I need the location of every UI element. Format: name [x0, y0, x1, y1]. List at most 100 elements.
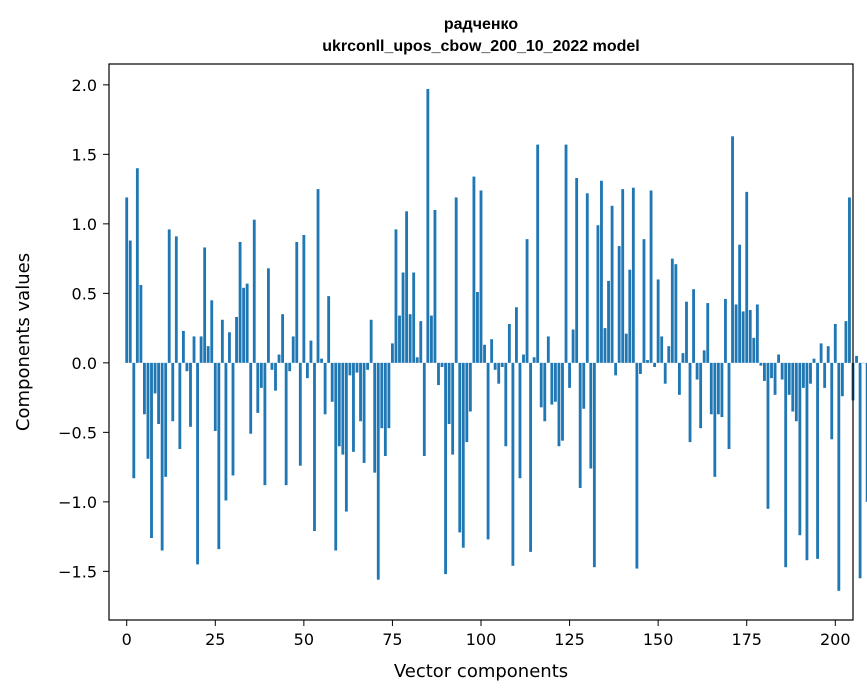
bar-20 — [196, 362, 199, 565]
bar-32 — [238, 241, 242, 363]
bar-50 — [302, 234, 306, 363]
bar-170 — [727, 362, 731, 450]
bar-99 — [476, 291, 479, 363]
bar-91 — [447, 362, 451, 425]
bar-188 — [791, 362, 795, 412]
bar-61 — [341, 362, 345, 455]
bar-101 — [483, 344, 486, 363]
bar-74 — [387, 362, 391, 429]
bar-8 — [153, 362, 157, 394]
bar-183 — [773, 362, 777, 395]
bar-166 — [713, 362, 717, 477]
y-tick-label: 1.5 — [72, 145, 97, 164]
bar-69 — [369, 319, 373, 363]
bar-187 — [787, 362, 791, 395]
bar-164 — [706, 303, 710, 363]
bar-100 — [479, 190, 483, 363]
bar-85 — [426, 89, 430, 363]
bar-130 — [585, 193, 589, 363]
bar-202 — [840, 362, 844, 397]
bar-103 — [490, 339, 494, 363]
bar-89 — [440, 362, 444, 368]
bar-144 — [635, 362, 639, 569]
bar-206 — [855, 355, 858, 363]
x-tick-label: 175 — [731, 630, 762, 649]
bar-27 — [220, 319, 224, 363]
bar-67 — [362, 362, 366, 463]
bar-25 — [213, 362, 217, 431]
x-axis-ticks: 0 25 50 75 100 125 150 175 200 — [122, 620, 851, 649]
x-tick-label: 150 — [643, 630, 674, 649]
x-tick-label: 75 — [382, 630, 402, 649]
bars-group — [125, 89, 867, 591]
bar-154 — [670, 258, 674, 363]
plot-frame — [108, 63, 854, 621]
bar-204 — [848, 197, 851, 363]
bar-106 — [500, 362, 504, 368]
bar-40 — [267, 268, 270, 363]
bar-198 — [826, 346, 830, 363]
bar-92 — [451, 362, 455, 455]
bar-14 — [174, 236, 178, 363]
y-tick-label: −0.5 — [58, 423, 97, 442]
bar-169 — [724, 298, 727, 363]
bar-57 — [327, 296, 331, 363]
x-tick-label: 125 — [554, 630, 585, 649]
bar-21 — [199, 336, 203, 363]
y-tick-label: 2.0 — [72, 76, 97, 95]
bar-5 — [143, 362, 146, 415]
bar-163 — [702, 350, 706, 363]
bar-117 — [539, 362, 543, 408]
bar-41 — [270, 362, 274, 370]
bar-98 — [472, 176, 476, 363]
bar-168 — [720, 362, 724, 418]
bar-151 — [660, 336, 664, 363]
bar-47 — [291, 336, 295, 363]
bar-80 — [408, 314, 412, 363]
bar-84 — [422, 362, 426, 456]
bar-43 — [277, 354, 281, 363]
bar-81 — [412, 272, 416, 363]
bar-51 — [305, 362, 309, 379]
bar-7 — [150, 362, 153, 538]
bar-87 — [433, 209, 437, 363]
bar-63 — [348, 362, 352, 376]
bar-17 — [185, 362, 189, 372]
bar-11 — [164, 362, 168, 477]
bar-155 — [674, 264, 678, 363]
bar-93 — [454, 197, 458, 363]
bar-34 — [245, 283, 249, 363]
bar-179 — [759, 362, 763, 366]
bar-82 — [415, 357, 419, 363]
y-tick-label: 0.5 — [72, 284, 97, 303]
bar-132 — [592, 362, 596, 568]
bar-77 — [398, 315, 401, 363]
bar-58 — [330, 362, 334, 402]
bar-142 — [628, 269, 632, 363]
bar-83 — [419, 321, 423, 363]
bar-165 — [709, 362, 713, 415]
bar-86 — [429, 315, 433, 363]
bar-123 — [561, 362, 564, 441]
bar-53 — [313, 362, 316, 532]
y-tick-label: −1.5 — [58, 562, 97, 581]
bar-116 — [536, 144, 540, 363]
bar-127 — [575, 177, 579, 363]
bar-13 — [171, 362, 175, 422]
bar-22 — [203, 247, 207, 363]
bar-189 — [794, 362, 798, 422]
bar-109 — [511, 362, 515, 566]
y-tick-label: −1.0 — [58, 493, 97, 512]
bar-121 — [553, 362, 557, 402]
bar-159 — [688, 362, 692, 443]
bar-96 — [465, 362, 469, 443]
x-axis-label: Vector components — [394, 661, 568, 682]
bar-143 — [631, 187, 635, 363]
bar-6 — [146, 362, 150, 459]
bar-62 — [344, 362, 348, 512]
bar-131 — [589, 362, 593, 469]
bar-1 — [128, 240, 132, 363]
bar-33 — [242, 287, 246, 363]
bar-150 — [656, 279, 660, 363]
bar-156 — [677, 362, 681, 395]
